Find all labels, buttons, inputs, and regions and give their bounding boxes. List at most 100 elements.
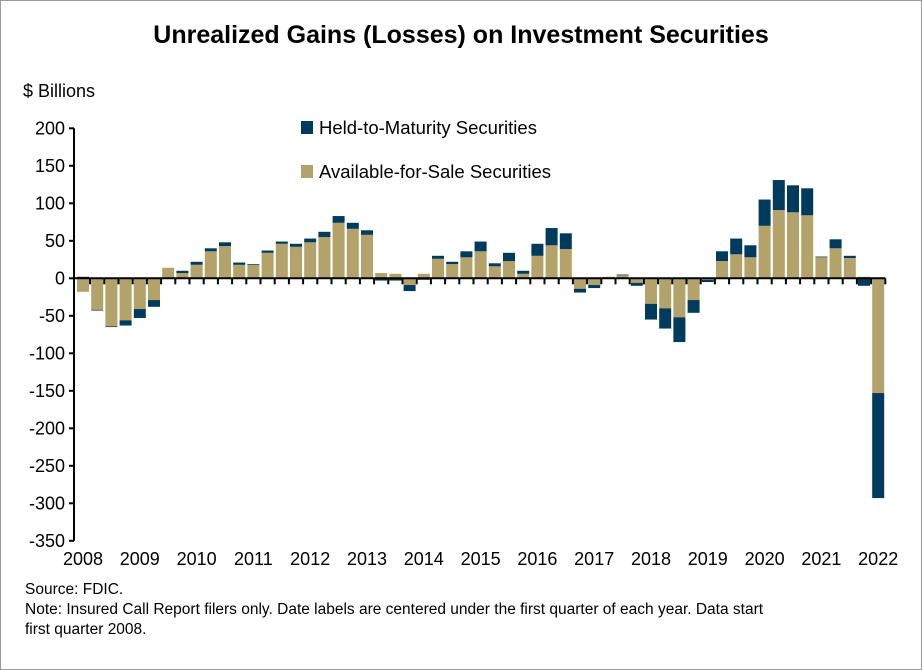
y-tick-label: 0 bbox=[55, 268, 65, 288]
x-tick-label: 2008 bbox=[63, 549, 103, 569]
x-tick-label: 2014 bbox=[404, 549, 444, 569]
bar-htm-2010Q4 bbox=[233, 262, 246, 265]
legend-label-htm: Held-to-Maturity Securities bbox=[319, 117, 537, 138]
bar-afs-2016Q3 bbox=[559, 249, 572, 279]
x-tick-label: 2019 bbox=[688, 549, 728, 569]
bar-htm-2008Q4 bbox=[119, 320, 132, 326]
bar-afs-2016Q1 bbox=[531, 255, 544, 279]
bar-afs-2015Q2 bbox=[488, 266, 501, 279]
bar-htm-2018Q3 bbox=[673, 317, 686, 343]
bar-htm-2013Q3 bbox=[389, 278, 402, 281]
x-tick-label: 2011 bbox=[234, 549, 273, 569]
bar-afs-2018Q2 bbox=[659, 278, 672, 309]
bar-afs-2015Q1 bbox=[474, 251, 487, 279]
bar-htm-2013Q2 bbox=[375, 278, 388, 281]
bar-htm-2012Q4 bbox=[346, 222, 359, 229]
y-tick-label: 150 bbox=[35, 156, 65, 176]
bar-htm-2022Q1 bbox=[872, 393, 885, 499]
bar-htm-2014Q2 bbox=[432, 255, 444, 259]
bar-afs-2014Q1 bbox=[417, 273, 430, 279]
bar-htm-2020Q1 bbox=[758, 199, 771, 226]
bar-afs-2014Q3 bbox=[446, 264, 459, 279]
bar-afs-2021Q1 bbox=[815, 257, 828, 279]
bar-htm-2008Q3 bbox=[105, 326, 118, 328]
bar-htm-2008Q2 bbox=[91, 309, 104, 311]
bar-htm-2012Q2 bbox=[318, 231, 331, 238]
y-axis-label: $ Billions bbox=[23, 81, 96, 101]
y-tick-label: -50 bbox=[39, 306, 65, 326]
legend-swatch-htm bbox=[301, 121, 313, 134]
chart-plot: 200150100500-50-100-150-200-250-300-3502… bbox=[29, 117, 898, 569]
bar-htm-2018Q2 bbox=[659, 308, 672, 329]
x-tick-label: 2013 bbox=[347, 549, 387, 569]
bar-htm-2020Q2 bbox=[772, 180, 785, 211]
bar-htm-2014Q3 bbox=[446, 261, 459, 265]
y-tick-label: -350 bbox=[29, 531, 65, 551]
note-text-line1: Note: Insured Call Report filers only. D… bbox=[25, 601, 764, 618]
bar-afs-2012Q4 bbox=[346, 228, 359, 279]
bar-afs-2015Q4 bbox=[517, 273, 530, 279]
bar-htm-2016Q4 bbox=[574, 288, 586, 293]
bar-htm-2021Q3 bbox=[843, 255, 856, 259]
legend-swatch-afs bbox=[301, 165, 313, 178]
x-tick-label: 2022 bbox=[858, 549, 898, 569]
bar-htm-2015Q2 bbox=[488, 263, 501, 267]
y-tick-label: 200 bbox=[35, 118, 65, 138]
bar-afs-2018Q4 bbox=[687, 278, 700, 301]
bar-afs-2020Q1 bbox=[758, 225, 771, 279]
bar-afs-2010Q2 bbox=[204, 251, 217, 279]
bar-afs-2014Q4 bbox=[460, 257, 473, 279]
y-tick-label: 100 bbox=[35, 193, 65, 213]
bar-afs-2008Q2 bbox=[91, 278, 104, 310]
bar-afs-2020Q3 bbox=[787, 212, 799, 279]
y-tick-label: -150 bbox=[29, 381, 65, 401]
bar-afs-2019Q3 bbox=[730, 254, 743, 279]
bar-htm-2010Q1 bbox=[190, 261, 203, 265]
bar-afs-2019Q4 bbox=[744, 257, 757, 279]
bar-htm-2020Q3 bbox=[787, 185, 799, 213]
bar-htm-2019Q1 bbox=[701, 279, 714, 283]
bar-htm-2015Q1 bbox=[474, 241, 487, 252]
bar-afs-2011Q2 bbox=[261, 252, 274, 279]
source-text: Source: FDIC. bbox=[25, 581, 124, 598]
bar-afs-2018Q1 bbox=[645, 278, 657, 304]
y-tick-label: -100 bbox=[29, 343, 65, 363]
bar-htm-2017Q3 bbox=[616, 274, 629, 276]
bar-htm-2009Q1 bbox=[133, 309, 146, 319]
bar-afs-2013Q4 bbox=[403, 278, 416, 286]
bar-htm-2016Q1 bbox=[531, 243, 544, 256]
bar-afs-2009Q4 bbox=[176, 273, 189, 279]
bar-afs-2012Q3 bbox=[332, 222, 345, 279]
bar-afs-2020Q2 bbox=[772, 210, 785, 279]
note-text-line2: first quarter 2008. bbox=[25, 621, 147, 638]
x-tick-label: 2015 bbox=[461, 549, 501, 569]
bar-htm-2018Q4 bbox=[687, 300, 700, 313]
bar-htm-2013Q1 bbox=[361, 230, 373, 235]
bar-htm-2011Q1 bbox=[247, 264, 260, 265]
bar-afs-2010Q1 bbox=[190, 264, 203, 279]
x-tick-label: 2012 bbox=[290, 549, 330, 569]
bar-htm-2009Q4 bbox=[176, 270, 189, 274]
bar-htm-2019Q3 bbox=[730, 238, 743, 255]
bar-afs-2012Q1 bbox=[304, 242, 317, 279]
bar-htm-2017Q1 bbox=[588, 285, 601, 289]
bar-afs-2008Q1 bbox=[77, 278, 89, 292]
legend-label-afs: Available-for-Sale Securities bbox=[319, 161, 551, 182]
x-tick-label: 2018 bbox=[631, 549, 671, 569]
bar-afs-2014Q2 bbox=[432, 258, 444, 279]
y-tick-label: -250 bbox=[29, 456, 65, 476]
bar-afs-2009Q3 bbox=[162, 267, 175, 279]
bar-afs-2020Q4 bbox=[801, 215, 814, 279]
bar-htm-2020Q4 bbox=[801, 188, 814, 216]
y-tick-label: 50 bbox=[45, 231, 65, 251]
x-tick-label: 2017 bbox=[574, 549, 614, 569]
bar-afs-2017Q4 bbox=[630, 278, 643, 283]
bar-afs-2022Q1 bbox=[872, 278, 885, 394]
bar-afs-2012Q2 bbox=[318, 237, 331, 279]
bar-htm-2015Q4 bbox=[517, 270, 530, 274]
bar-htm-2017Q4 bbox=[630, 282, 643, 286]
bar-afs-2017Q1 bbox=[588, 278, 601, 286]
bar-afs-2017Q3 bbox=[616, 275, 629, 279]
bar-htm-2016Q2 bbox=[545, 228, 558, 246]
bar-htm-2015Q3 bbox=[503, 252, 515, 262]
